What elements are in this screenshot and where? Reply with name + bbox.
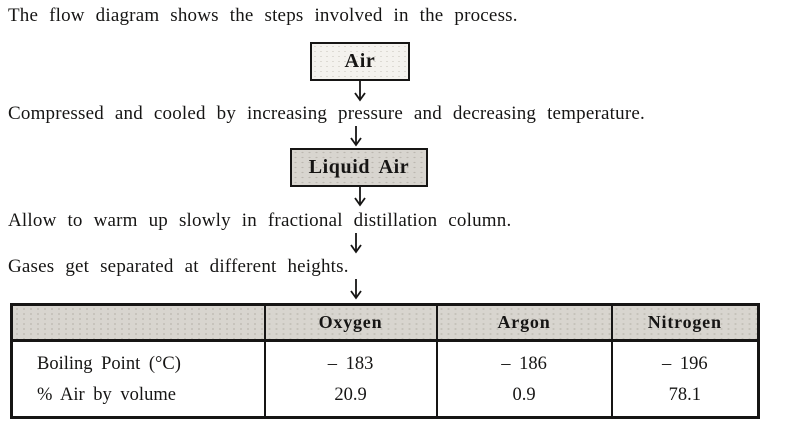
step-separate-text: Gases get separated at different heights…	[8, 256, 349, 277]
table-header-oxygen: Oxygen	[263, 303, 438, 342]
table-header-nitrogen: Nitrogen	[610, 303, 760, 342]
flow-box-liquid-air: Liquid Air	[290, 148, 428, 187]
down-arrow-icon	[352, 81, 368, 103]
table-row-boiling-point: Boiling Point (°C) – 183 – 186 – 196	[10, 340, 760, 380]
table-header-argon: Argon	[435, 303, 613, 342]
gases-data-table: Oxygen Argon Nitrogen Boiling Point (°C)…	[10, 303, 760, 419]
table-header-row: Oxygen Argon Nitrogen	[10, 303, 760, 342]
cell-boiling-argon: – 186	[435, 340, 613, 380]
cell-volume-oxygen: 20.9	[263, 380, 438, 418]
air-box-label: Air	[344, 50, 376, 72]
row-label-boiling-point: Boiling Point (°C)	[10, 340, 266, 380]
row-label-air-volume: % Air by volume	[10, 380, 266, 418]
down-arrow-icon	[348, 279, 364, 301]
cell-boiling-oxygen: – 183	[263, 340, 438, 380]
cell-boiling-nitrogen: – 196	[610, 340, 760, 380]
cell-volume-nitrogen: 78.1	[610, 380, 760, 418]
step-warm-up-text: Allow to warm up slowly in fractional di…	[8, 210, 512, 231]
down-arrow-icon	[352, 186, 368, 208]
cell-volume-argon: 0.9	[435, 380, 613, 418]
down-arrow-icon	[348, 233, 364, 255]
step-compress-text: Compressed and cooled by increasing pres…	[8, 103, 645, 124]
liquid-air-box-label: Liquid Air	[308, 156, 410, 178]
table-row-air-volume: % Air by volume 20.9 0.9 78.1	[10, 380, 760, 418]
down-arrow-icon	[348, 126, 364, 148]
table-header-empty	[10, 303, 266, 342]
intro-text: The flow diagram shows the steps involve…	[8, 5, 518, 26]
flow-box-air: Air	[310, 42, 410, 81]
